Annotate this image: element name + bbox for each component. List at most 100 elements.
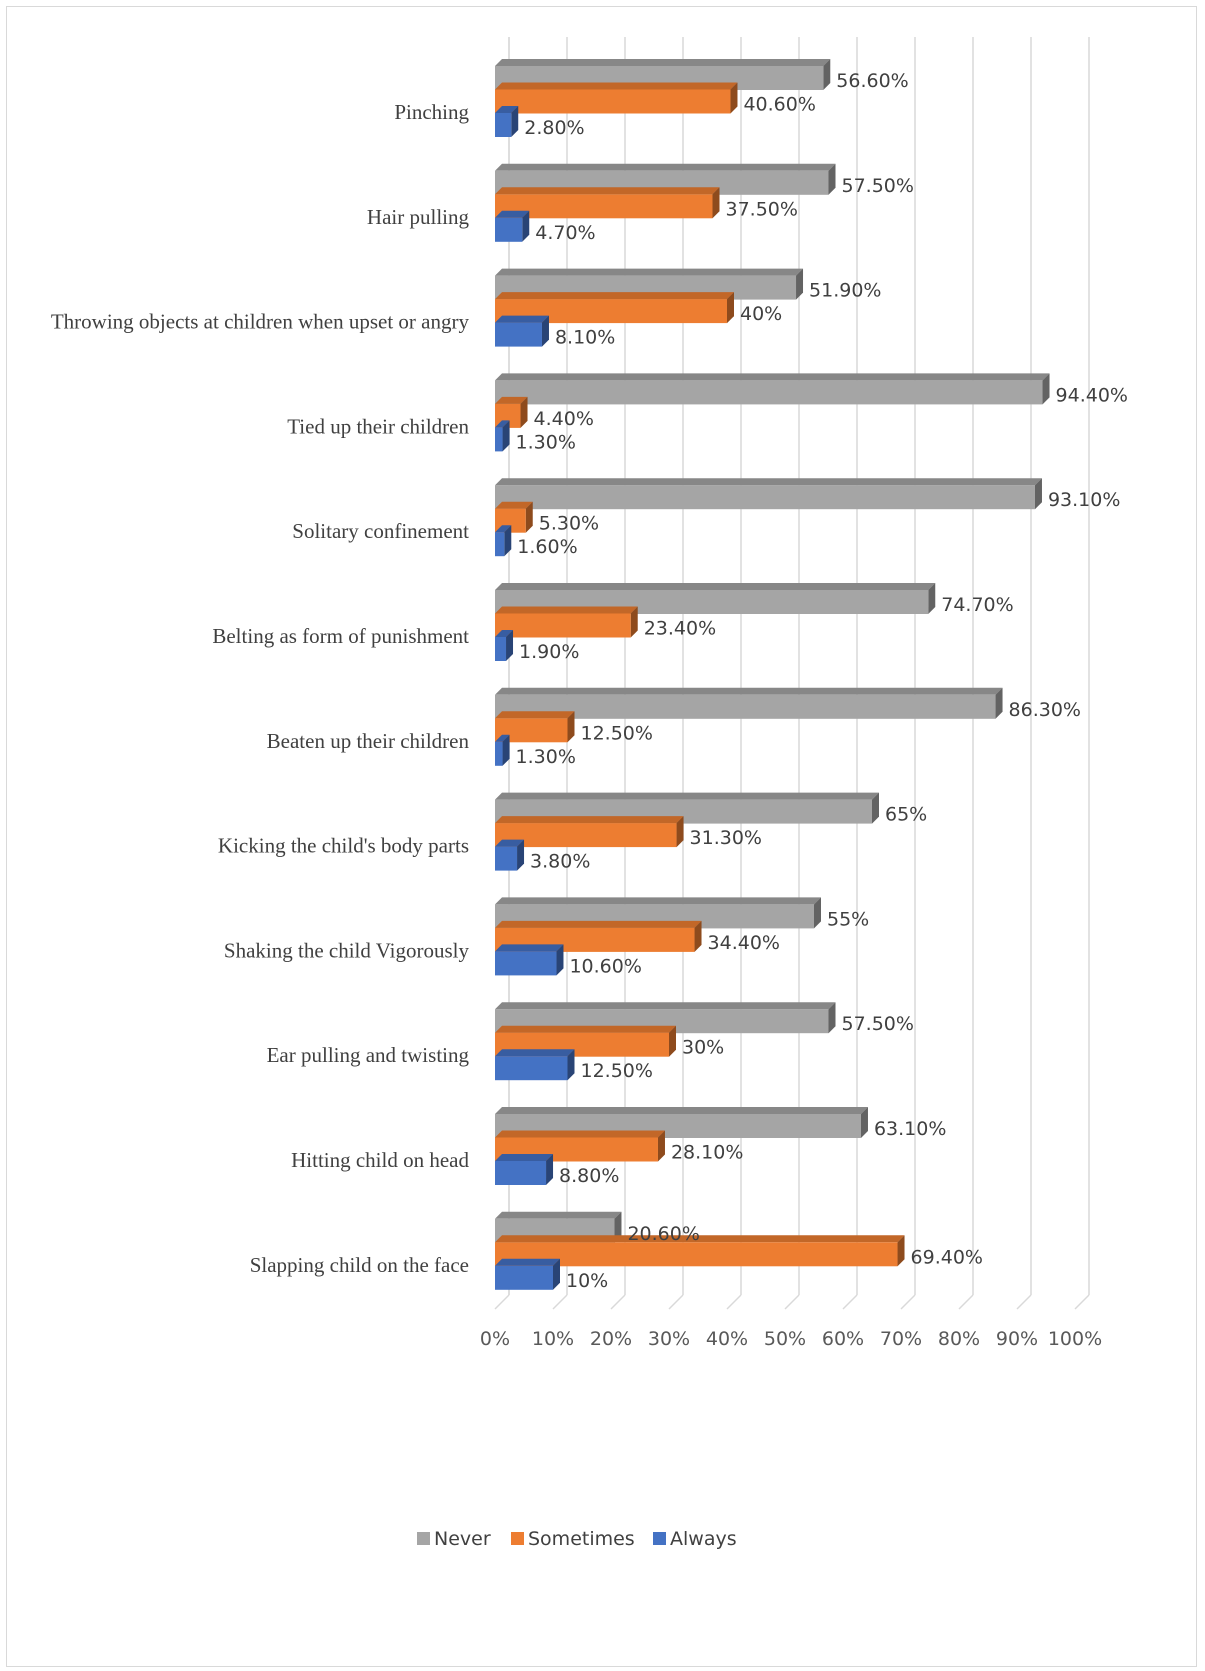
legend-swatch-never — [417, 1532, 430, 1545]
data-label: 30% — [682, 1037, 724, 1059]
bar-top-face — [495, 106, 519, 113]
data-label: 55% — [827, 908, 869, 930]
chart-frame: 56.60% 40.60% 2.80% 57.50% 37.50% 4.70% 51.90%… — [6, 6, 1197, 1667]
data-label: 10.60% — [569, 955, 641, 977]
data-label: 1.60% — [517, 536, 577, 558]
bar-side-face — [860, 1107, 868, 1138]
data-label: 93.10% — [1048, 489, 1120, 511]
bar-top-face — [495, 525, 512, 533]
bar-side-face — [517, 839, 525, 871]
legend-label-never: Never — [434, 1528, 491, 1550]
data-label: 40% — [740, 303, 782, 325]
gridline-floor — [1074, 1294, 1090, 1310]
category-label: Shaking the child Vigorously — [224, 938, 470, 962]
bar-side-face — [712, 187, 720, 219]
data-label: 65% — [885, 804, 927, 826]
data-label: 56.60% — [836, 70, 908, 92]
bar-always — [495, 106, 519, 137]
bar-side-face — [511, 106, 519, 137]
bar-side-face — [676, 816, 684, 848]
bar-top-face — [495, 292, 734, 300]
category-label: Beaten up their children — [267, 729, 470, 753]
bar-top-face — [495, 583, 936, 590]
gridline-floor — [668, 1294, 684, 1310]
bar-side-face — [814, 897, 821, 929]
bar-sometimes — [495, 816, 684, 848]
bar-top-face — [495, 373, 1050, 381]
bar-front-face — [495, 1265, 553, 1290]
bar-front-face — [495, 951, 557, 976]
bar-front-face — [495, 322, 542, 347]
bar-top-face — [495, 944, 564, 952]
gridline-floor — [842, 1294, 858, 1310]
bar-front-face — [495, 1056, 568, 1081]
bar-top-face — [495, 210, 530, 218]
data-label: 74.70% — [941, 594, 1013, 616]
category-labels: Pinching Hair pulling Throwing objects at … — [51, 100, 470, 1277]
category-label: Tied up their children — [287, 414, 469, 438]
data-label: 40.60% — [743, 94, 815, 116]
bar-side-face — [897, 1235, 905, 1267]
bar-top-face — [495, 1130, 665, 1138]
bar-top-face — [495, 1049, 575, 1057]
bar-side-face — [614, 1211, 622, 1243]
data-label: 4.40% — [534, 408, 594, 430]
category-label: Pinching — [394, 100, 469, 124]
x-tick-label: 100% — [1048, 1328, 1102, 1350]
bar-top-face — [495, 1002, 836, 1010]
data-label: 20.60% — [627, 1223, 699, 1245]
data-label: 31.30% — [690, 827, 762, 849]
legend-swatch-always — [653, 1532, 666, 1545]
bar-front-face — [495, 741, 503, 766]
bar-top-face — [495, 1211, 622, 1219]
bar-front-face — [495, 637, 507, 661]
bar-side-face — [828, 1002, 836, 1034]
bar-side-face — [1034, 478, 1042, 510]
data-label: 69.40% — [911, 1246, 983, 1268]
bar-side-face — [727, 292, 734, 324]
data-label: 63.10% — [874, 1118, 946, 1140]
x-tick-label: 60% — [822, 1328, 864, 1350]
bar-always — [495, 525, 512, 557]
data-label: 10% — [566, 1270, 608, 1292]
bar-side-face — [546, 1154, 554, 1185]
bar-side-face — [995, 687, 1003, 719]
bar-side-face — [525, 501, 533, 533]
x-tick-label: 70% — [880, 1328, 922, 1350]
bar-top-face — [495, 1025, 676, 1033]
x-tick-label: 40% — [706, 1328, 748, 1350]
bar-never — [495, 792, 879, 824]
data-label: 1.30% — [516, 746, 576, 768]
bar-front-face — [495, 194, 713, 219]
data-label: 28.10% — [671, 1142, 743, 1164]
data-label: 2.80% — [524, 117, 584, 139]
bar-never — [495, 478, 1042, 510]
bar-sometimes — [495, 606, 638, 638]
bar-never — [495, 1107, 868, 1138]
x-tick-label: 30% — [648, 1328, 690, 1350]
bar-never — [495, 687, 1003, 719]
bar-front-face — [495, 1242, 898, 1267]
bar-top-face — [495, 687, 1003, 695]
data-label: 23.40% — [644, 618, 716, 640]
bar-sometimes — [495, 82, 738, 114]
gridline-floor — [958, 1294, 974, 1310]
data-label: 37.50% — [726, 198, 798, 220]
data-label: 8.10% — [555, 327, 615, 349]
bar-always — [495, 1049, 575, 1081]
bar-top-face — [495, 1258, 560, 1266]
bar-chart: 56.60% 40.60% 2.80% 57.50% 37.50% 4.70% 51.90%… — [51, 37, 1128, 1550]
bar-always — [495, 734, 510, 766]
bar-always — [495, 630, 514, 661]
category-label: Solitary confinement — [292, 519, 469, 543]
bar-side-face — [657, 1130, 665, 1162]
gridline-floor — [494, 1294, 510, 1310]
bar-side-face — [872, 792, 879, 824]
bar-side-face — [567, 1049, 575, 1081]
bar-side-face — [504, 525, 512, 557]
x-axis-tick-labels: 0% 10% 20% 30% 40% 50% 60% 70% 80% 90% 100% — [480, 1328, 1102, 1350]
x-tick-label: 80% — [938, 1328, 980, 1350]
bar-side-face — [796, 268, 804, 300]
bar-top-face — [495, 315, 549, 323]
category-label: Slapping child on the face — [250, 1253, 469, 1277]
